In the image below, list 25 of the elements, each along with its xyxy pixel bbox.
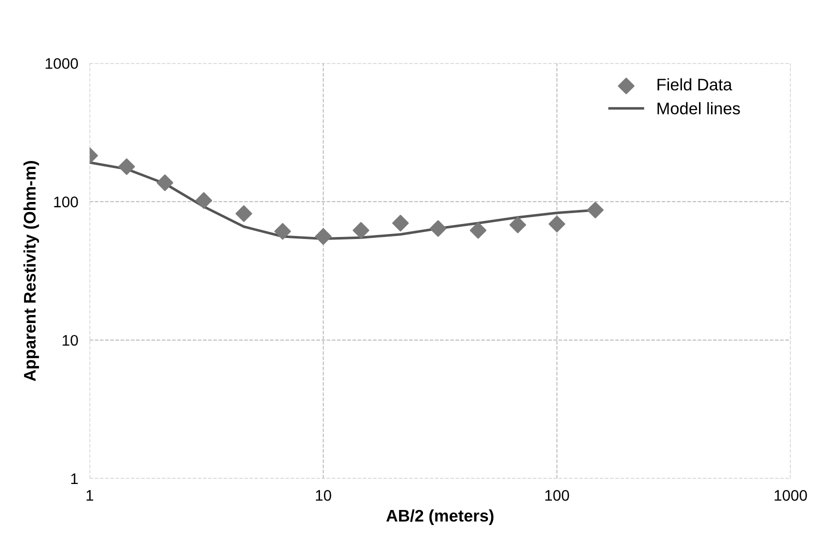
y-tick-label: 100 xyxy=(54,196,78,208)
point xyxy=(470,222,486,239)
x-axis-title: AB/2 (meters) xyxy=(386,509,494,525)
y-tick-label: 1 xyxy=(71,474,78,484)
y-tick-label: 10 xyxy=(62,334,78,346)
x-tick-label: 10 xyxy=(316,490,332,501)
x-tick-label: 1000 xyxy=(774,490,807,501)
point xyxy=(314,228,332,245)
point xyxy=(156,174,174,192)
point xyxy=(430,220,446,237)
legend-label: Field Data xyxy=(658,78,732,90)
x-tick-label: 1 xyxy=(86,490,94,501)
point xyxy=(274,223,291,240)
point xyxy=(118,158,135,175)
point xyxy=(352,222,370,239)
x-tick-label: 100 xyxy=(545,490,570,501)
point xyxy=(195,192,212,209)
point xyxy=(236,205,252,222)
y-axis-title: Apparent Restivity (Ohm-m) xyxy=(23,161,39,382)
point xyxy=(509,216,526,234)
y-tick-label: 1000 xyxy=(46,58,78,69)
point xyxy=(548,216,566,232)
legend-label: Model lines xyxy=(658,102,740,114)
point xyxy=(587,202,604,218)
point xyxy=(392,214,409,232)
